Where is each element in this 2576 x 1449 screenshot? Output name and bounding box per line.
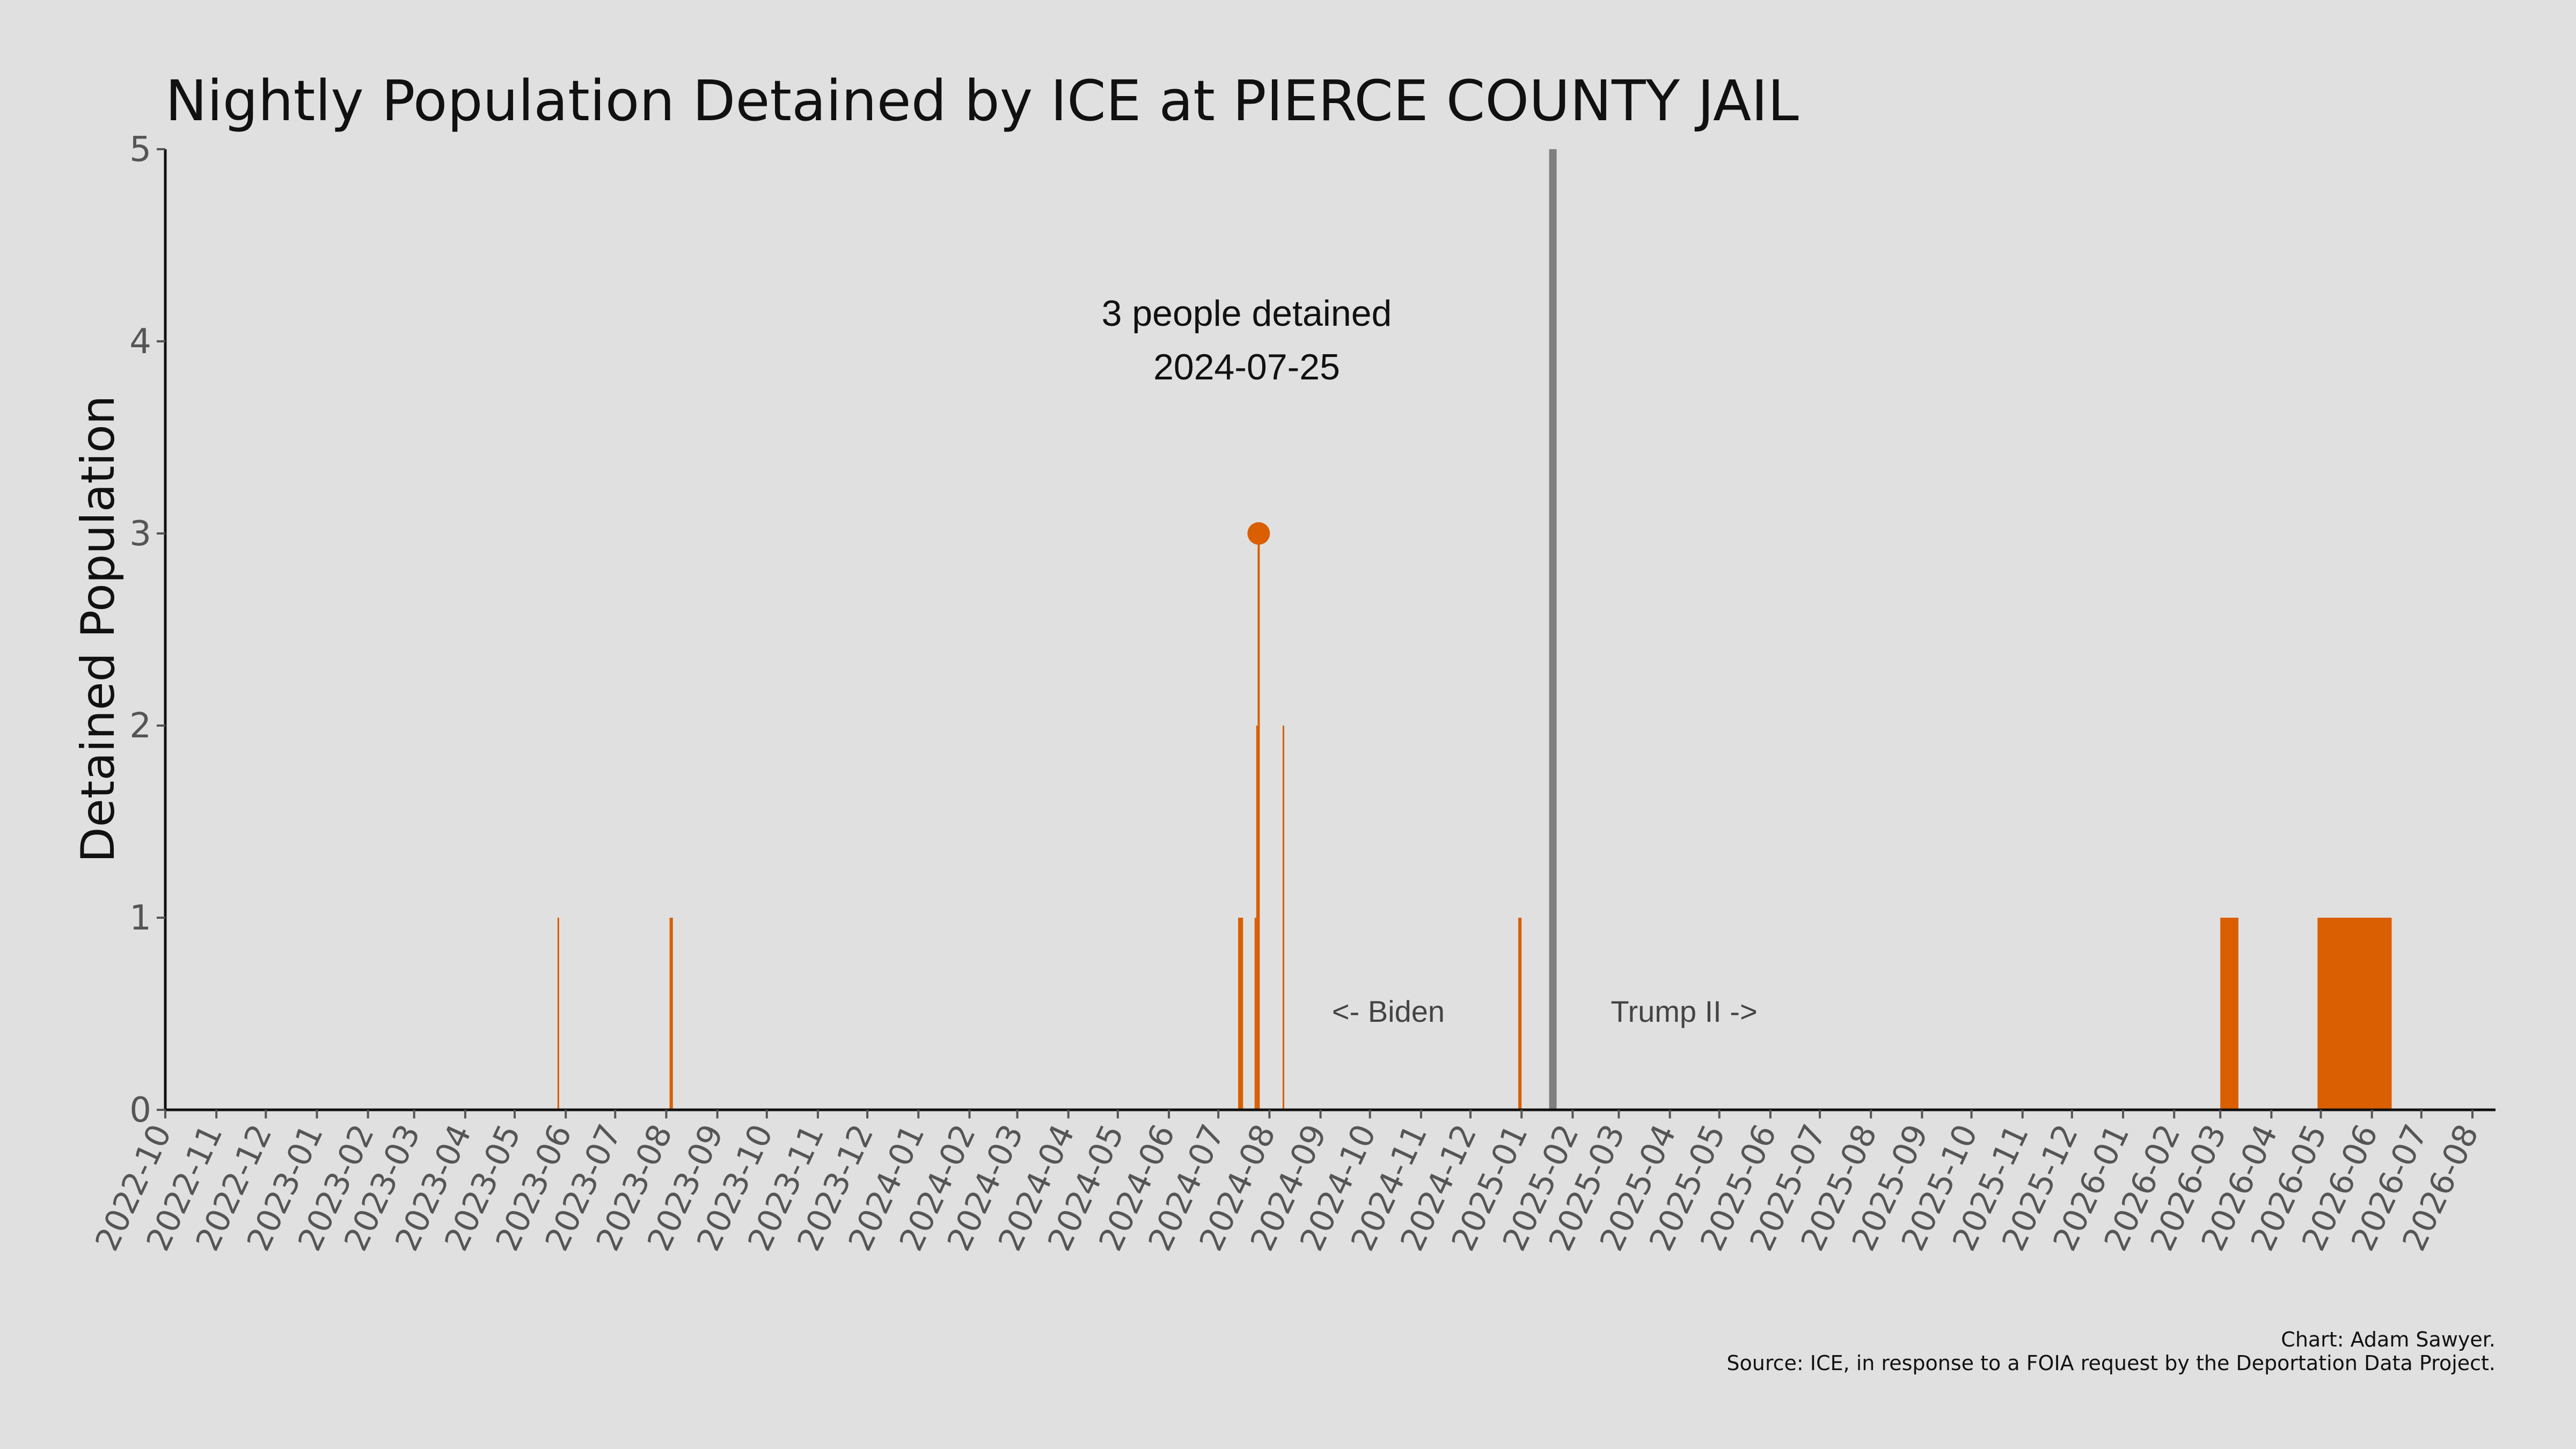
bar: [1254, 918, 1256, 1110]
bar: [2317, 918, 2392, 1110]
bar: [1238, 918, 1243, 1110]
x-ticks-group: 2022-102022-112022-122023-012023-022023-…: [88, 1110, 2486, 1257]
bars-group: [557, 533, 2392, 1110]
y-tick-label: 2: [129, 706, 151, 746]
y-tick-label: 3: [129, 514, 151, 554]
y-tick-label: 4: [129, 322, 151, 362]
bar: [1518, 918, 1522, 1110]
credit-line-1: Chart: Adam Sawyer.: [2281, 1328, 2496, 1351]
y-tick-label: 1: [129, 898, 151, 938]
y-ticks-group: 0 1 2 3 4 5: [129, 130, 165, 1130]
era-label-trump: Trump II ->: [1611, 994, 1757, 1028]
annotation-line-2: 2024-07-25: [1153, 347, 1340, 387]
y-tick-label: 0: [129, 1091, 151, 1130]
annotation-line-1: 3 people detained: [1102, 293, 1392, 334]
chart-title: Nightly Population Detained by ICE at PI…: [165, 68, 1799, 134]
bar: [1282, 726, 1285, 1110]
y-tick-label: 5: [129, 130, 151, 170]
bar: [2220, 918, 2238, 1110]
y-axis-label: Detained Population: [71, 396, 125, 863]
era-label-biden: <- Biden: [1332, 994, 1445, 1028]
bar: [669, 918, 673, 1110]
credit-line-2: Source: ICE, in response to a FOIA reque…: [1726, 1351, 2496, 1375]
peak-group: [1247, 522, 1270, 1110]
bar: [1256, 726, 1258, 1110]
peak-marker: [1247, 522, 1270, 545]
bar: [557, 918, 559, 1110]
